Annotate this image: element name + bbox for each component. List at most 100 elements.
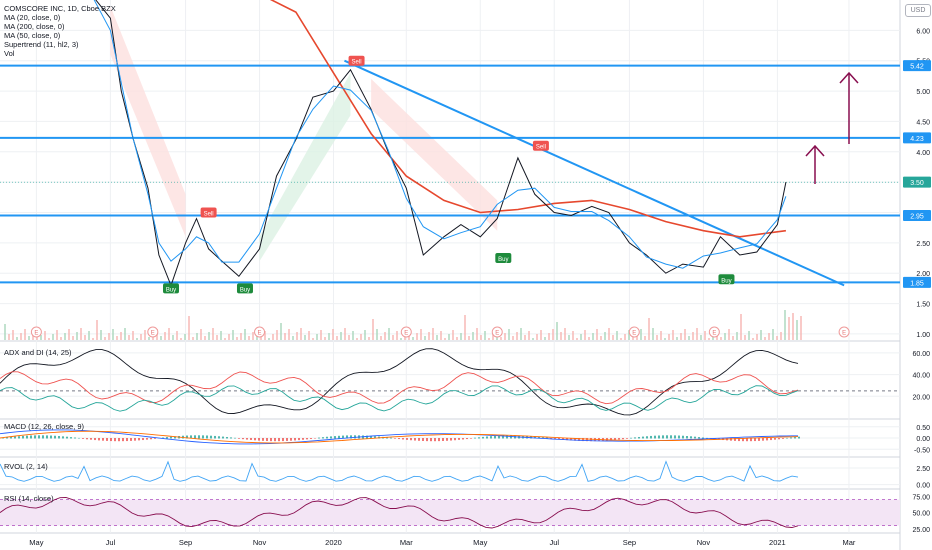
macd-histogram-bar <box>470 438 472 439</box>
volume-bar <box>92 338 94 340</box>
volume-bar <box>444 338 446 340</box>
macd-histogram-bar <box>150 438 152 440</box>
volume-bar <box>468 336 470 340</box>
x-tick-label: Jul <box>106 538 116 547</box>
macd-histogram-bar <box>130 438 132 441</box>
macd-tick-label: 0.50 <box>916 425 930 432</box>
macd-histogram-bar <box>66 436 68 439</box>
volume-bar <box>648 318 650 340</box>
macd-histogram-bar <box>662 435 664 439</box>
macd-histogram-bar <box>118 438 120 442</box>
macd-histogram-bar <box>506 435 508 439</box>
volume-bar <box>704 331 706 340</box>
supertrend-down-fill <box>110 6 186 237</box>
volume-bar <box>88 331 90 340</box>
ma200-line <box>269 0 787 238</box>
volume-bar <box>460 333 462 340</box>
macd-histogram-bar <box>674 435 676 439</box>
macd-histogram-bar <box>574 438 576 441</box>
rvol-tick-label: 2.50 <box>916 466 930 473</box>
earnings-marker <box>491 326 503 338</box>
macd-histogram-bar <box>586 438 588 442</box>
macd-histogram-bar <box>198 435 200 439</box>
macd-histogram-bar <box>250 438 252 440</box>
volume-bar <box>768 333 770 340</box>
x-tick-label: Sep <box>179 538 192 547</box>
macd-histogram-bar <box>554 438 556 439</box>
volume-bar <box>304 335 306 340</box>
macd-histogram-bar <box>142 438 144 441</box>
macd-histogram-bar <box>126 438 128 442</box>
macd-histogram-bar <box>778 438 780 440</box>
volume-bar <box>564 328 566 340</box>
volume-bar <box>204 336 206 340</box>
volume-bar <box>412 337 414 340</box>
volume-bar <box>136 338 138 340</box>
macd-pane-label: MACD (12, 26, close, 9) <box>4 422 85 431</box>
volume-bar <box>528 331 530 340</box>
macd-histogram-bar <box>550 438 552 439</box>
macd-histogram-bar <box>202 435 204 439</box>
macd-histogram-bar <box>702 437 704 439</box>
volume-bar <box>364 330 366 340</box>
macd-histogram-bar <box>490 436 492 439</box>
macd-histogram-bar <box>466 438 468 440</box>
macd-histogram-bar <box>30 435 32 439</box>
legend-item-vol: Vol <box>4 49 15 58</box>
volume-bar <box>40 335 42 340</box>
macd-histogram-bar <box>94 438 96 441</box>
di-plus-line <box>0 385 799 412</box>
volume-bar <box>72 336 74 340</box>
macd-histogram-bar <box>342 435 344 439</box>
volume-bar <box>652 328 654 340</box>
macd-histogram-bar <box>322 437 324 439</box>
buy-signal <box>495 253 512 264</box>
macd-histogram-bar <box>266 438 268 442</box>
sell-signal-label: Sell <box>536 145 546 151</box>
currency-badge[interactable]: USD <box>905 4 931 17</box>
volume-bar <box>372 319 374 340</box>
volume-bar <box>324 337 326 340</box>
adx-tick-label: 60.00 <box>912 351 930 358</box>
macd-histogram-bar <box>122 438 124 442</box>
volume-bar <box>320 330 322 340</box>
earnings-marker <box>30 326 42 338</box>
macd-histogram-bar <box>294 438 296 441</box>
volume-bar <box>664 338 666 340</box>
volume-bar <box>48 338 50 340</box>
macd-histogram-bar <box>686 435 688 439</box>
volume-bar <box>104 337 106 340</box>
level-price-label: 5.42 <box>910 64 924 71</box>
volume-bar <box>628 330 630 340</box>
volume-bar <box>624 334 626 340</box>
volume-bar <box>316 334 318 340</box>
volume-bar <box>24 329 26 340</box>
x-tick-label: Sep <box>623 538 636 547</box>
macd-histogram-bar <box>654 435 656 439</box>
macd-histogram-bar <box>694 436 696 439</box>
target-arrow-1-head <box>805 144 825 157</box>
macd-histogram-bar <box>658 435 660 439</box>
macd-histogram-bar <box>214 435 216 439</box>
macd-histogram-bar <box>558 438 560 440</box>
volume-bar <box>432 328 434 340</box>
volume-bar <box>268 338 270 340</box>
ma20-line <box>93 0 787 269</box>
macd-histogram-bar <box>438 438 440 442</box>
sell-signal <box>200 207 217 218</box>
macd-histogram-bar <box>2 437 4 439</box>
macd-histogram-bar <box>394 438 396 439</box>
volume-bar <box>52 334 54 340</box>
macd-histogram-bar <box>22 435 24 439</box>
macd-histogram-bar <box>430 438 432 442</box>
volume-bar <box>264 331 266 340</box>
macd-histogram-bar <box>566 438 568 441</box>
trendline <box>344 59 845 287</box>
volume-bar <box>60 337 62 340</box>
volume-bar <box>220 331 222 340</box>
volume-bar <box>164 332 166 340</box>
volume-bar <box>240 333 242 340</box>
buy-signal <box>718 274 735 285</box>
macd-histogram-bar <box>762 438 764 441</box>
